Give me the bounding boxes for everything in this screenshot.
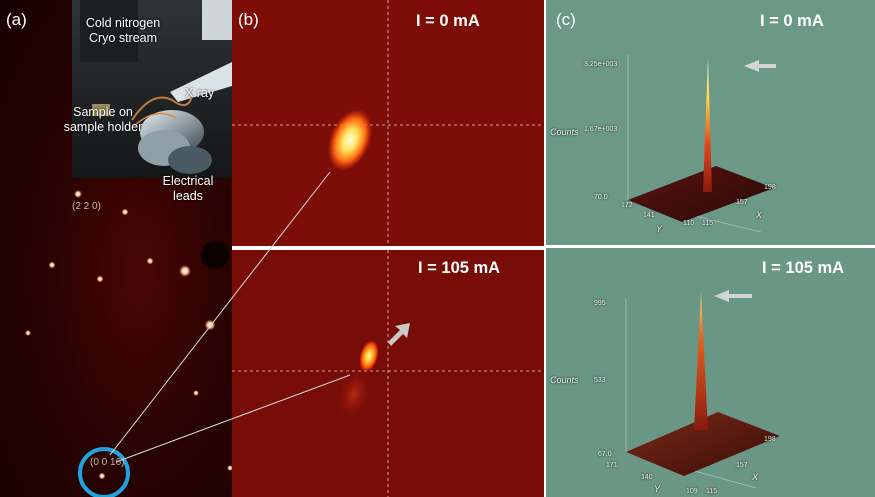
- setup-photo-inset: [72, 0, 232, 178]
- diffraction-spot: [179, 265, 191, 277]
- z-tick-min-top: 70.0: [594, 194, 608, 201]
- reflection-220-spot: [74, 190, 82, 198]
- x-tick-top-0: 115: [702, 220, 714, 227]
- x-tick-bottom-1: 157: [736, 462, 748, 469]
- peak-spike-bottom: [694, 292, 708, 430]
- diffraction-spot: [25, 330, 31, 336]
- highlight-circle: [78, 447, 130, 497]
- x-tick-bottom-2: 198: [764, 436, 776, 443]
- diffraction-spot: [193, 390, 199, 396]
- diffraction-spot: [121, 208, 129, 216]
- panel-a-diffraction-pattern: Cold nitrogen Cryo stream X ray Sample o…: [0, 0, 232, 497]
- y-axis-label-top: Y: [656, 224, 663, 234]
- reflection-0016-label: (0 0 16): [90, 457, 125, 468]
- z-tick-mid-top: 1.67e+003: [584, 126, 618, 133]
- beamstop: [201, 241, 229, 269]
- y-tick-top-0: 172: [621, 202, 633, 209]
- diffraction-spot: [204, 319, 216, 331]
- z-tick-max-bottom: 995: [594, 300, 606, 307]
- panel-b-label: (b): [238, 10, 259, 29]
- z-tick-min-bottom: 67.0: [598, 451, 612, 458]
- leads-annotation: Electrical leads: [162, 174, 214, 203]
- surface-plots: [546, 0, 875, 497]
- panel-b-detector-images: (b) I = 0 mA I = 105 mA: [232, 0, 544, 497]
- x-tick-top-1: 157: [736, 199, 748, 206]
- y-tick-top-2: 110: [683, 220, 695, 227]
- x-tick-bottom-0: 115: [706, 488, 718, 495]
- current-label-top: I = 0 mA: [760, 12, 824, 30]
- diffraction-spot: [96, 275, 104, 283]
- y-axis-label-bottom: Y: [654, 484, 661, 494]
- xray-annotation: X ray: [185, 86, 215, 100]
- surface-base-top: [628, 166, 774, 222]
- diffraction-spot: [227, 465, 232, 471]
- peak-arrow-top-icon: [744, 60, 776, 72]
- current-label-top: I = 0 mA: [416, 12, 480, 30]
- sample-annotation: Sample on sample holder: [63, 105, 143, 134]
- current-label-bottom: I = 105 mA: [762, 259, 845, 277]
- reflection-0016-spot: [98, 472, 106, 480]
- peak-spike-top: [703, 58, 712, 192]
- z-tick-max-top: 3.25e+003: [584, 61, 618, 68]
- panel-a-label: (a): [6, 10, 27, 29]
- y-tick-bottom-0: 171: [606, 462, 618, 469]
- z-axis-label-bottom: Counts: [550, 375, 579, 385]
- y-tick-bottom-2: 109: [686, 488, 698, 495]
- x-tick-top-2: 198: [764, 184, 776, 191]
- detector-frames: [232, 0, 544, 497]
- surface-base-bottom: [626, 412, 780, 476]
- peak-arrow-bottom-icon: [714, 290, 752, 302]
- x-axis-label-top: X: [756, 210, 763, 220]
- current-label-bottom: I = 105 mA: [418, 259, 501, 277]
- diffraction-spot: [146, 257, 154, 265]
- bragg-peak-0ma: [327, 109, 373, 171]
- z-tick-mid-bottom: 533: [594, 377, 606, 384]
- y-tick-top-1: 141: [643, 212, 655, 219]
- reflection-220-label: (2 2 0): [72, 201, 101, 212]
- shift-arrow-icon: [388, 323, 410, 346]
- panel-c-3d-intensity-plots: (c) I = 0 mA I = 105 mA Counts 3.25e+003…: [546, 0, 875, 497]
- y-tick-bottom-1: 140: [641, 474, 653, 481]
- diffraction-spot: [48, 261, 56, 269]
- x-axis-label-bottom: X: [752, 472, 759, 482]
- bragg-peak-105ma: [359, 340, 379, 372]
- z-axis-label-top: Counts: [550, 127, 579, 137]
- panel-c-label: (c): [556, 10, 576, 29]
- cryo-stream-annotation: Cold nitrogen Cryo stream: [85, 16, 161, 45]
